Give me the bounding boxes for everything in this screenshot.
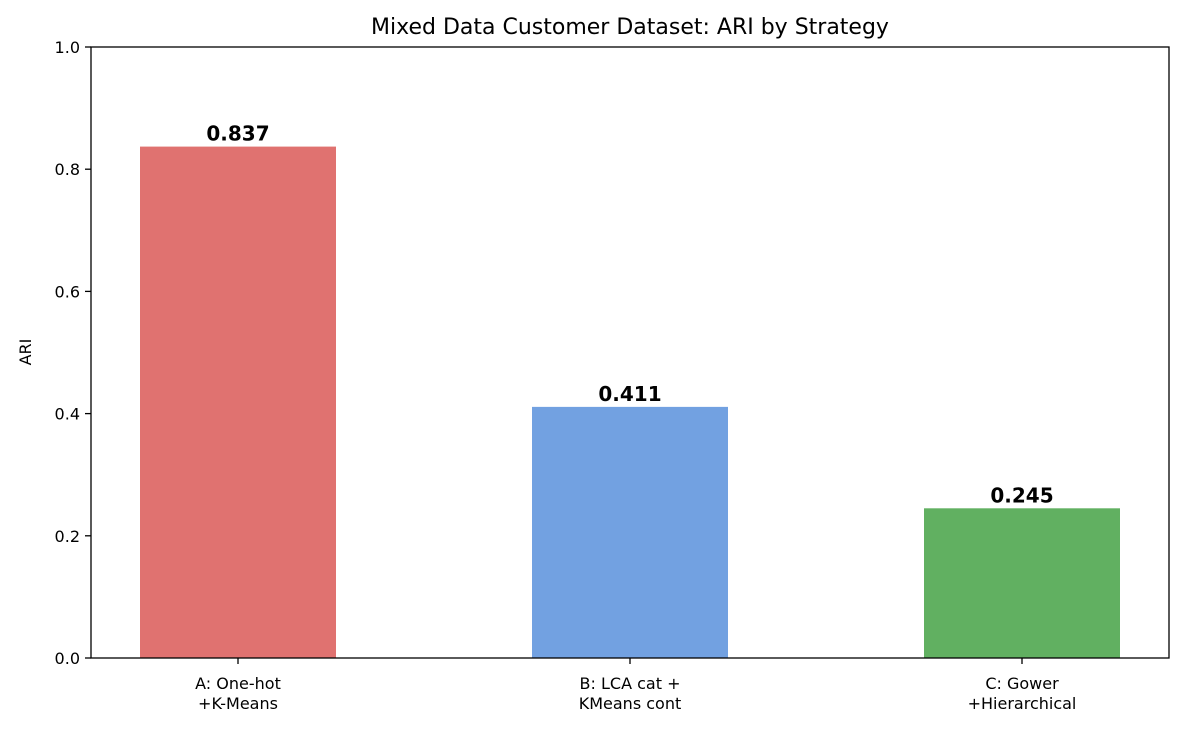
y-tick-label: 0.0 [55,649,80,668]
x-tick-label: B: LCA cat + [580,674,681,693]
bar [532,406,728,658]
y-tick-label: 0.4 [55,405,80,424]
data-label: 0.837 [206,122,269,146]
bars [140,146,1120,658]
data-label: 0.245 [990,483,1053,507]
x-tick-label: A: One-hot [195,674,281,693]
x-tick-label: +K-Means [198,694,278,713]
y-tick-label: 0.8 [55,160,80,179]
y-axis-ticks: 0.0 0.2 0.4 0.6 0.8 1.0 [55,38,91,668]
bar [140,146,336,658]
x-axis-ticks: A: One-hot+K-Means B: LCA cat +KMeans con… [195,658,1076,713]
chart-title: Mixed Data Customer Dataset: ARI by Stra… [371,15,889,40]
x-tick-label: C: Gower [985,674,1059,693]
y-axis-label: ARI [16,339,35,366]
data-labels: 0.837 0.411 0.245 [206,122,1053,508]
plot-frame [90,46,1170,659]
y-tick-label: 1.0 [55,38,80,57]
y-tick-label: 0.2 [55,527,80,546]
bar [924,508,1120,658]
x-tick-label: +Hierarchical [968,694,1077,713]
x-tick-label: KMeans cont [579,694,682,713]
data-label: 0.411 [598,382,661,406]
y-tick-label: 0.6 [55,282,80,301]
